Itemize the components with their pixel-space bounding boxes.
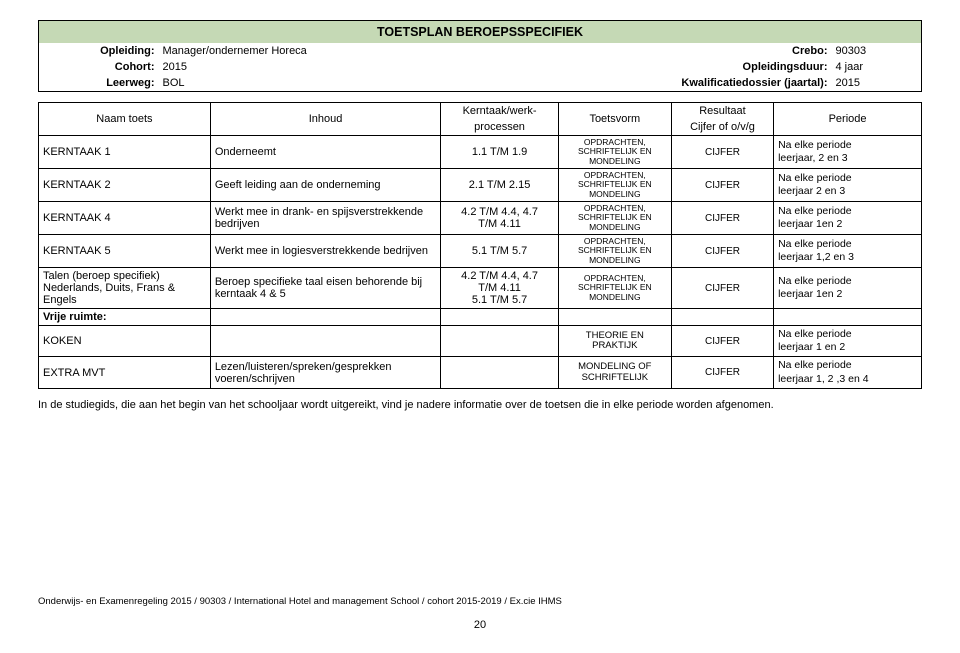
cell-content: Werkt mee in logiesverstrekkende bedrijv… (210, 235, 441, 268)
page-number: 20 (0, 619, 960, 631)
cell-form: OPDRACHTEN,SCHRIFTELIJK ENMONDELING (558, 136, 671, 169)
cell-content: Lezen/luisteren/spreken/gesprekken voere… (210, 357, 441, 388)
cell-form: THEORIE ENPRAKTIJK (558, 326, 671, 357)
cell-form: OPDRACHTEN,SCHRIFTELIJK ENMONDELING (558, 169, 671, 202)
table-row: EXTRA MVTLezen/luisteren/spreken/gesprek… (39, 357, 922, 388)
hdr-label: Opleiding: (39, 43, 159, 59)
cell-content (210, 309, 441, 326)
doc-title: TOETSPLAN BEROEPSSPECIFIEK (39, 21, 922, 44)
cell-proc: 2.1 T/M 2.15 (441, 169, 558, 202)
th-proc-bot: processen (441, 119, 558, 136)
cell-name: Vrije ruimte: (39, 309, 211, 326)
cell-period: Na elke periodeleerjaar, 2 en 3 (774, 136, 922, 169)
th-form: Toetsvorm (558, 103, 671, 136)
cell-period: Na elke periodeleerjaar 1,2 en 3 (774, 235, 922, 268)
cell-period: Na elke periodeleerjaar 2 en 3 (774, 169, 922, 202)
cell-proc: 4.2 T/M 4.4, 4.7T/M 4.11 (441, 202, 558, 235)
cell-proc: 4.2 T/M 4.4, 4.7T/M 4.115.1 T/M 5.7 (441, 268, 558, 309)
cell-form: OPDRACHTEN,SCHRIFTELIJK ENMONDELING (558, 202, 671, 235)
cell-period (774, 309, 922, 326)
th-name: Naam toets (39, 103, 211, 136)
table-row: KOKEN THEORIE ENPRAKTIJKCIJFERNa elke per… (39, 326, 922, 357)
cell-result: CIJFER (671, 169, 773, 202)
cell-content: Geeft leiding aan de onderneming (210, 169, 441, 202)
cell-form: MONDELING OFSCHRIFTELIJK (558, 357, 671, 388)
th-res-top: Resultaat (671, 103, 773, 120)
th-proc-top: Kerntaak/werk- (441, 103, 558, 120)
cell-result (671, 309, 773, 326)
cell-period: Na elke periodeleerjaar 1en 2 (774, 202, 922, 235)
th-content: Inhoud (210, 103, 441, 136)
hdr-value: Manager/ondernemer Horeca (159, 43, 582, 59)
th-res-bot: Cijfer of o/v/g (671, 119, 773, 136)
cell-content: Onderneemt (210, 136, 441, 169)
hdr-label: Cohort: (39, 59, 159, 75)
cell-name: KERNTAAK 5 (39, 235, 211, 268)
hdr-label: Kwalificatiedossier (jaartal): (582, 75, 832, 92)
cell-result: CIJFER (671, 357, 773, 388)
hdr-label: Leerweg: (39, 75, 159, 92)
cell-name: KOKEN (39, 326, 211, 357)
hdr-value: BOL (159, 75, 582, 92)
cell-period: Na elke periodeleerjaar 1en 2 (774, 268, 922, 309)
table-row: KERNTAAK 1Onderneemt1.1 T/M 1.9OPDRACHTE… (39, 136, 922, 169)
cell-result: CIJFER (671, 326, 773, 357)
cell-name: KERNTAAK 2 (39, 169, 211, 202)
cell-name: KERNTAAK 1 (39, 136, 211, 169)
table-row: KERNTAAK 4Werkt mee in drank- en spijsve… (39, 202, 922, 235)
hdr-value: 2015 (159, 59, 582, 75)
cell-period: Na elke periodeleerjaar 1 en 2 (774, 326, 922, 357)
assessments-table: Naam toets Inhoud Kerntaak/werk- Toetsvo… (38, 102, 922, 389)
th-period: Periode (774, 103, 922, 136)
cell-name: EXTRA MVT (39, 357, 211, 388)
hdr-value: 4 jaar (832, 59, 922, 75)
cell-proc (441, 309, 558, 326)
cell-result: CIJFER (671, 235, 773, 268)
cell-result: CIJFER (671, 136, 773, 169)
hdr-label: Crebo: (582, 43, 832, 59)
cell-period: Na elke periodeleerjaar 1, 2 ,3 en 4 (774, 357, 922, 388)
cell-form (558, 309, 671, 326)
cell-proc: 1.1 T/M 1.9 (441, 136, 558, 169)
hdr-value: 2015 (832, 75, 922, 92)
cell-name: Talen (beroep specifiek)Nederlands, Duit… (39, 268, 211, 309)
cell-proc (441, 326, 558, 357)
cell-content: Werkt mee in drank- en spijsverstrekkend… (210, 202, 441, 235)
cell-name: KERNTAAK 4 (39, 202, 211, 235)
cell-form: OPDRACHTEN,SCHRIFTELIJK ENMONDELING (558, 235, 671, 268)
table-row: Talen (beroep specifiek)Nederlands, Duit… (39, 268, 922, 309)
cell-content (210, 326, 441, 357)
table-row: KERNTAAK 5Werkt mee in logiesverstrekken… (39, 235, 922, 268)
cell-proc: 5.1 T/M 5.7 (441, 235, 558, 268)
table-row: Vrije ruimte: (39, 309, 922, 326)
hdr-value: 90303 (832, 43, 922, 59)
table-row: KERNTAAK 2Geeft leiding aan de ondernemi… (39, 169, 922, 202)
cell-content: Beroep specifieke taal eisen behorende b… (210, 268, 441, 309)
hdr-label: Opleidingsduur: (582, 59, 832, 75)
header-table: TOETSPLAN BEROEPSSPECIFIEK Opleiding:Man… (38, 20, 922, 92)
cell-result: CIJFER (671, 268, 773, 309)
footer-note: In de studiegids, die aan het begin van … (38, 399, 922, 411)
cell-result: CIJFER (671, 202, 773, 235)
cell-proc (441, 357, 558, 388)
cell-form: OPDRACHTEN,SCHRIFTELIJK ENMONDELING (558, 268, 671, 309)
footer-meta: Onderwijs- en Examenregeling 2015 / 9030… (38, 596, 562, 607)
